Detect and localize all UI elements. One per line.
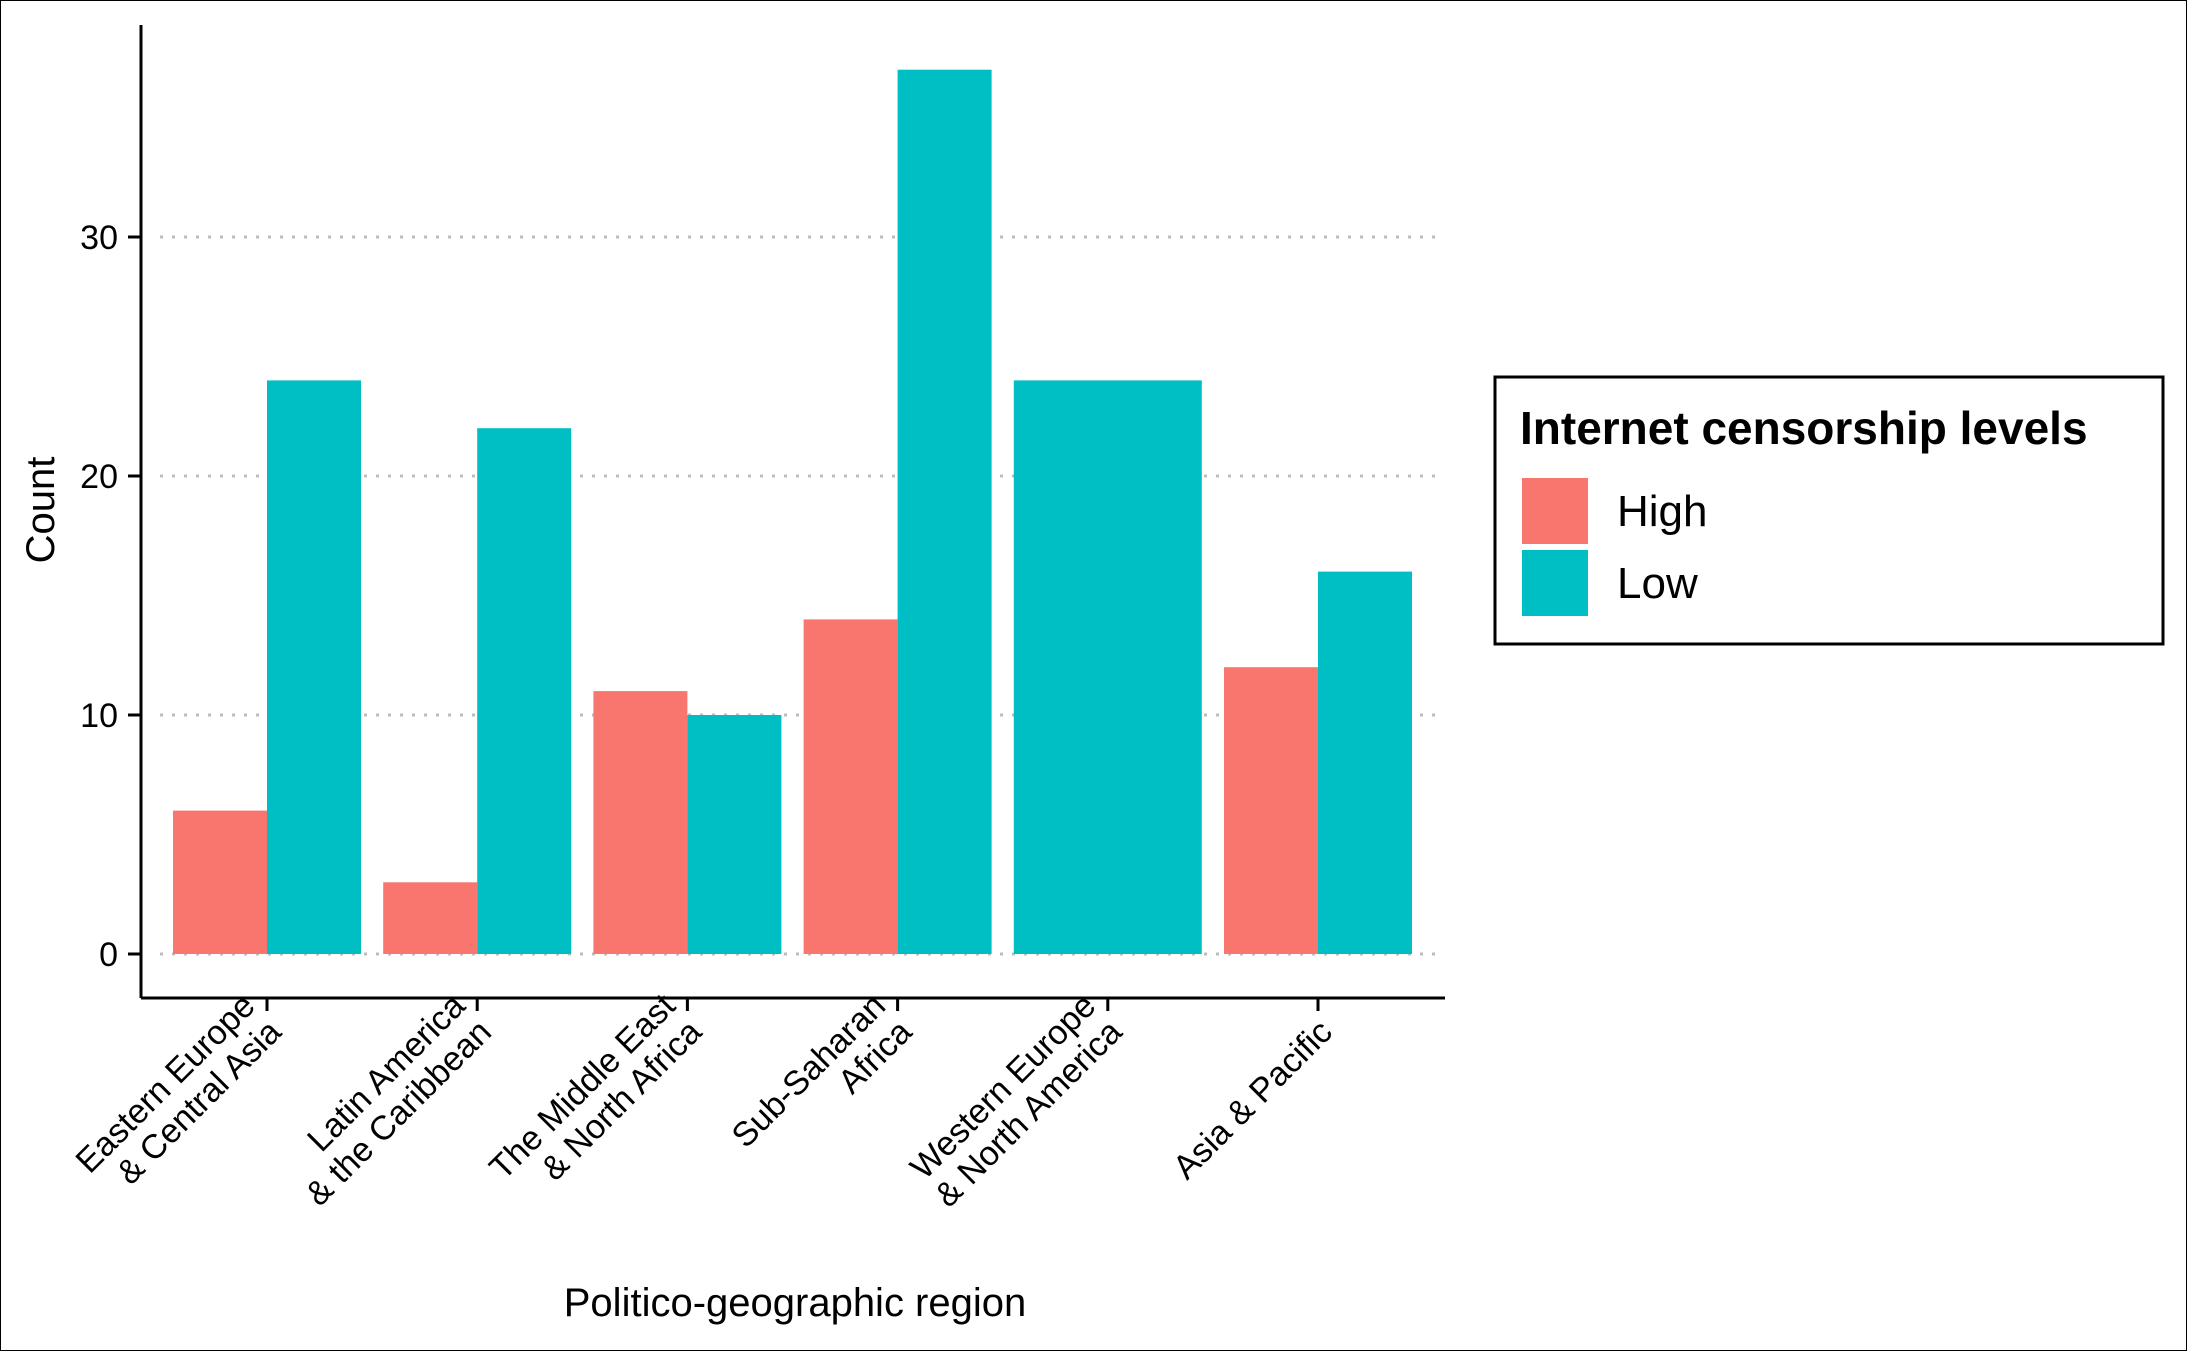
x-tick-label-text: Sub-SaharanAfrica [725,987,920,1182]
legend-title: Internet censorship levels [1520,402,2088,454]
y-axis-ticks: 0 10 20 30 [80,219,141,974]
y-tick-label: 20 [80,458,118,496]
bar-low-0 [267,380,361,954]
x-tick-label-text: Asia & Pacific [1166,1013,1340,1187]
bar-low-4 [1013,380,1202,954]
bar-low-3 [897,69,992,954]
legend-swatch-high [1522,478,1588,544]
x-tick-label-2: The Middle East& North Africa [482,986,709,1213]
bar-high-0 [173,810,267,954]
x-axis-ticks: Eastern Europe& Central Asia Latin Americ… [69,986,1340,1214]
bars [173,69,1412,954]
axes [139,25,1445,1000]
bar-low-2 [687,715,782,954]
legend-swatch-low [1522,550,1588,616]
legend-label-high: High [1617,487,1708,536]
bar-low-1 [477,428,572,954]
y-tick-label: 10 [80,697,118,735]
y-tick-label: 0 [99,936,118,974]
y-axis-title: Count [19,457,63,564]
x-axis-title: Politico-geographic region [564,1281,1027,1325]
x-tick-label-text: Western Europe& North America [901,987,1129,1215]
x-tick-label-3: Sub-SaharanAfrica [725,987,920,1182]
x-tick-label-text: The Middle East& North Africa [482,986,709,1213]
x-tick-label-0: Eastern Europe& Central Asia [69,987,289,1207]
x-tick-label-5: Asia & Pacific [1166,1013,1340,1187]
bar-low-5 [1318,571,1412,954]
bar-high-5 [1224,667,1318,954]
bar-high-1 [383,882,478,954]
x-tick-label-text: Eastern Europe& Central Asia [69,987,289,1207]
legend-label-low: Low [1617,559,1698,608]
x-tick-label-1: Latin America& the Caribbean [272,987,499,1214]
x-tick-label-4: Western Europe& North America [901,987,1129,1215]
legend-box [1493,375,2165,646]
legend: Internet censorship levels High Low [1493,375,2165,646]
x-tick-label-text: Latin America& the Caribbean [272,987,499,1214]
bar-high-2 [593,691,688,954]
bar-high-3 [803,619,898,954]
y-tick-label: 30 [80,219,118,257]
